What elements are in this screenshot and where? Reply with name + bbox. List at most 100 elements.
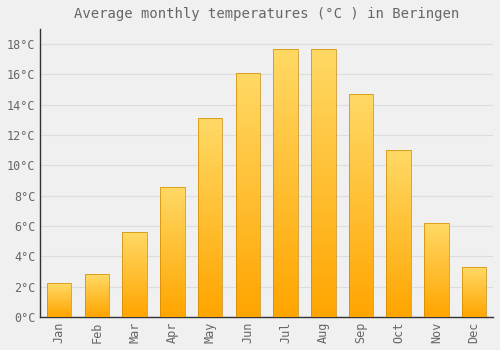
Bar	[311, 194, 336, 199]
Bar	[47, 305, 72, 306]
Bar	[160, 286, 184, 288]
Bar	[274, 199, 298, 204]
Bar	[198, 198, 222, 202]
Bar	[274, 81, 298, 86]
Bar	[236, 146, 260, 151]
Bar	[274, 306, 298, 312]
Bar	[198, 289, 222, 293]
Bar	[160, 187, 184, 189]
Bar	[424, 311, 448, 313]
Bar	[122, 288, 147, 290]
Bar	[47, 314, 72, 315]
Bar	[160, 197, 184, 199]
Bar	[424, 300, 448, 302]
Bar	[236, 156, 260, 161]
Bar	[348, 183, 374, 188]
Bar	[122, 252, 147, 254]
Bar	[198, 178, 222, 182]
Bar	[348, 188, 374, 192]
Bar	[122, 276, 147, 278]
Bar	[274, 268, 298, 274]
Bar	[122, 264, 147, 266]
Bar	[84, 287, 109, 288]
Bar	[122, 307, 147, 308]
Bar	[462, 308, 486, 309]
Bar	[236, 239, 260, 244]
Bar	[122, 254, 147, 256]
Bar	[122, 239, 147, 240]
Bar	[160, 314, 184, 317]
Bar	[386, 260, 411, 264]
Bar	[311, 312, 336, 317]
Bar	[462, 290, 486, 291]
Bar	[122, 242, 147, 244]
Bar	[348, 210, 374, 215]
Bar	[386, 294, 411, 297]
Bar	[236, 175, 260, 180]
Bar	[386, 154, 411, 157]
Bar	[348, 112, 374, 117]
Bar	[311, 290, 336, 295]
Bar	[198, 170, 222, 174]
Bar	[274, 215, 298, 220]
Bar	[160, 249, 184, 252]
Bar	[311, 263, 336, 268]
Bar	[462, 316, 486, 317]
Bar	[311, 204, 336, 210]
Bar	[122, 312, 147, 314]
Bar	[424, 307, 448, 309]
Bar	[198, 297, 222, 301]
Bar	[311, 285, 336, 290]
Bar	[311, 97, 336, 102]
Bar	[122, 310, 147, 312]
Bar	[160, 223, 184, 226]
Bar	[122, 244, 147, 246]
Bar	[122, 302, 147, 303]
Bar	[348, 174, 374, 179]
Bar	[311, 247, 336, 252]
Bar	[236, 97, 260, 102]
Bar	[274, 172, 298, 177]
Bar	[160, 226, 184, 228]
Bar	[311, 274, 336, 279]
Bar	[462, 315, 486, 316]
Bar	[311, 81, 336, 86]
Bar	[424, 287, 448, 289]
Bar	[198, 210, 222, 214]
Bar	[122, 305, 147, 307]
Bar	[160, 301, 184, 304]
Bar	[462, 273, 486, 274]
Bar	[348, 192, 374, 197]
Bar	[462, 289, 486, 290]
Bar	[122, 293, 147, 295]
Bar	[274, 263, 298, 268]
Bar	[311, 86, 336, 92]
Bar	[311, 301, 336, 306]
Bar	[386, 224, 411, 227]
Bar	[160, 208, 184, 210]
Bar	[236, 293, 260, 297]
Bar	[311, 231, 336, 236]
Bar	[198, 206, 222, 210]
Bar	[311, 279, 336, 285]
Bar	[348, 197, 374, 201]
Bar	[198, 237, 222, 241]
Bar	[274, 92, 298, 97]
Bar	[198, 202, 222, 206]
Bar	[47, 298, 72, 299]
Bar	[274, 118, 298, 124]
Bar	[348, 303, 374, 308]
Bar	[84, 315, 109, 316]
Bar	[274, 60, 298, 65]
Bar	[47, 299, 72, 300]
Bar	[198, 245, 222, 249]
Bar	[236, 283, 260, 288]
Bar	[462, 286, 486, 287]
Bar	[274, 161, 298, 167]
Bar	[236, 224, 260, 229]
Bar	[274, 70, 298, 76]
Bar	[386, 250, 411, 253]
Bar	[386, 240, 411, 244]
Bar	[198, 225, 222, 230]
Bar	[236, 229, 260, 234]
